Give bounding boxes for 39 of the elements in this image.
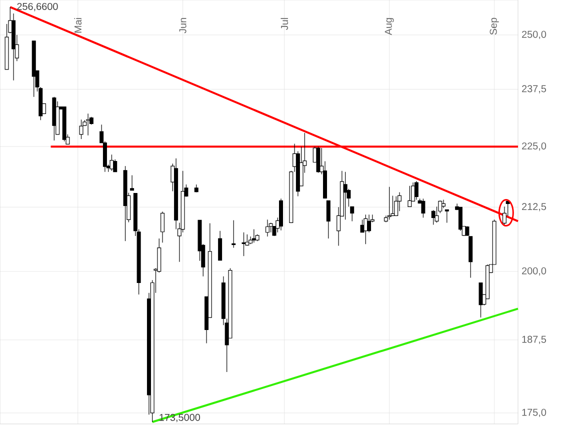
candlestick [444,209,449,224]
candlestick [431,210,436,226]
candlestick [343,172,348,220]
y-tick-label: 187,5 [522,336,546,344]
candlestick [350,206,354,222]
x-tick-label: Mai [74,18,82,33]
candlestick [218,230,222,261]
x-tick-label: Sep [490,18,499,35]
y-tick-label: 237,5 [522,85,546,94]
candlestick [367,214,372,233]
candlestick [408,186,412,207]
candlestick [232,220,236,248]
candlestick [502,206,506,226]
candlestick [326,200,330,239]
candlestick [160,211,165,243]
annotation: 256,6600 [17,2,58,12]
y-tick-label: 212,5 [522,203,546,212]
candlestick [86,113,90,136]
candlestick [130,174,134,191]
y-tick-label: 175,0 [522,408,546,418]
candlestick [387,186,392,220]
candlestick [110,154,114,172]
x-tick-label: Jun [179,18,186,34]
candlestick [421,198,426,218]
candlestick [268,222,273,233]
candlestick [442,199,446,208]
candlestick [265,219,270,237]
candlestick [79,119,84,140]
x-tick-label: Aug [384,18,394,36]
candlestick [252,228,256,243]
y-tick-label: 200,0 [522,267,546,276]
candlestick [414,180,418,200]
candlestick [458,206,462,232]
y-tick-label: 250,0 [522,30,546,40]
y-tick-label: 225,0 [522,142,546,151]
candlestick [316,146,320,174]
candlestick [394,196,398,216]
candlestick [478,282,483,318]
x-tick-label: Jul [280,18,288,30]
